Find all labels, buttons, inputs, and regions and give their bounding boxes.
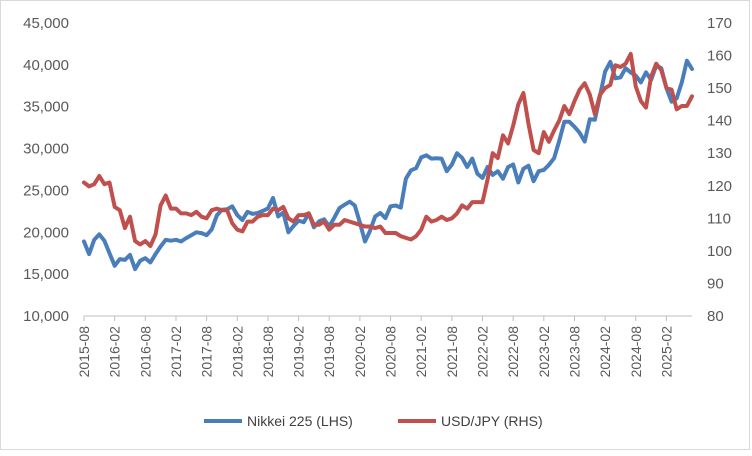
right-axis-tick-label: 160 xyxy=(707,48,732,65)
series-line-usdjpy xyxy=(82,51,694,248)
x-axis-tick-label: 2018-08 xyxy=(260,326,276,378)
legend-label: USD/JPY (RHS) xyxy=(441,413,543,429)
x-axis-tick-label: 2015-08 xyxy=(76,326,92,378)
right-axis-tick-label: 150 xyxy=(707,80,732,97)
x-axis-tick-label: 2023-08 xyxy=(566,326,582,378)
x-axis-tick-label: 2017-08 xyxy=(199,326,215,378)
x-axis-tick-label: 2017-02 xyxy=(168,326,184,378)
left-axis-tick-label: 35,000 xyxy=(23,99,69,116)
right-axis-tick-label: 90 xyxy=(707,275,724,292)
x-axis-tick-label: 2024-02 xyxy=(597,326,613,378)
x-axis-tick-label: 2021-02 xyxy=(413,326,429,378)
right-axis-tick-label: 170 xyxy=(707,15,732,32)
left-axis-tick-label: 15,000 xyxy=(23,266,69,283)
series-lines xyxy=(82,51,694,272)
x-axis-tick-label: 2019-08 xyxy=(321,326,337,378)
left-axis-tick-label: 40,000 xyxy=(23,57,69,74)
left-axis-tick-labels: 10,000 15,000 20,000 25,000 30,000 35,000 40,0… xyxy=(23,15,69,325)
right-axis-tick-label: 130 xyxy=(707,145,732,162)
left-axis-tick-label: 30,000 xyxy=(23,141,69,158)
left-axis-tick-label: 25,000 xyxy=(23,182,69,199)
x-axis: 2015-08 2016-02 2016-08 2017-02 2017-08 2018-… xyxy=(76,315,692,378)
x-axis-tick-label: 2022-02 xyxy=(475,326,491,378)
x-axis-tick-label: 2021-08 xyxy=(444,326,460,378)
x-axis-tick-label: 2016-08 xyxy=(137,326,153,378)
right-axis-tick-labels: 80 90 100 110 120 130 140 150 160 170 xyxy=(707,15,732,325)
left-axis-tick-label: 45,000 xyxy=(23,15,69,32)
x-axis-tick-label: 2022-08 xyxy=(505,326,521,378)
right-axis-tick-label: 110 xyxy=(707,210,731,227)
x-axis-tick-label: 2020-02 xyxy=(352,326,368,378)
right-axis-tick-label: 120 xyxy=(707,178,732,195)
x-axis-tick-label: 2018-02 xyxy=(229,326,245,378)
x-axis-tick-label: 2019-02 xyxy=(291,326,307,378)
x-axis-tick-label: 2024-08 xyxy=(628,326,644,378)
left-axis-tick-label: 10,000 xyxy=(23,308,69,325)
legend-label: Nikkei 225 (LHS) xyxy=(247,413,353,429)
right-axis-tick-label: 80 xyxy=(707,308,724,325)
x-axis-tick-label: 2020-08 xyxy=(383,326,399,378)
x-axis-tick-label: 2016-02 xyxy=(107,326,123,378)
left-axis-tick-label: 20,000 xyxy=(23,224,69,241)
x-axis-tick-label: 2023-02 xyxy=(536,326,552,378)
legend: Nikkei 225 (LHS) USD/JPY (RHS) xyxy=(204,413,543,429)
x-axis-tick-label: 2025-02 xyxy=(658,326,674,378)
right-axis-tick-label: 100 xyxy=(707,243,732,260)
right-axis-tick-label: 140 xyxy=(707,113,732,130)
series-line-nikkei xyxy=(82,58,694,272)
